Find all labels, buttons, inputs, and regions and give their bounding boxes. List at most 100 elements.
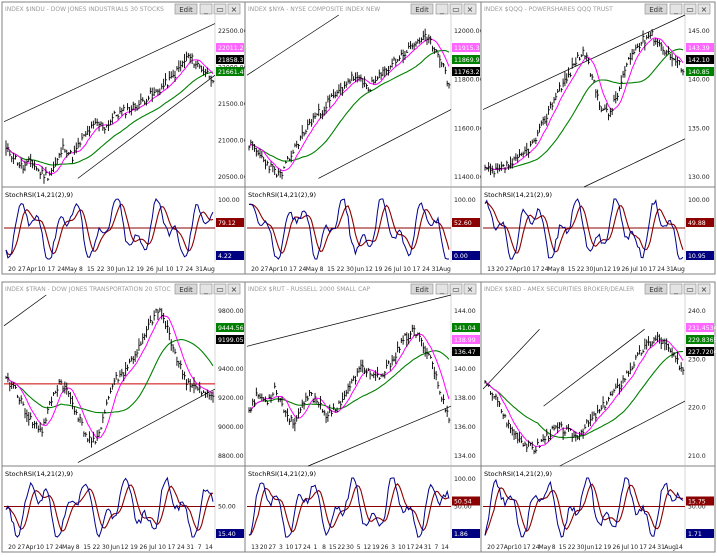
indicator-label: StochRSI(14,21(2),9) <box>248 191 316 199</box>
panel-frame <box>244 1 482 275</box>
minimize-button[interactable]: _ <box>669 3 683 15</box>
edit-button[interactable]: Edit <box>410 3 434 15</box>
price-value-badge: 231.4534 <box>686 323 717 332</box>
close-button[interactable]: × <box>227 283 241 295</box>
close-button[interactable]: × <box>227 3 241 15</box>
x-axis-tick-label: 10 <box>514 544 522 551</box>
badge-text: 229.8365 <box>688 337 717 344</box>
stoch-k-line <box>484 198 684 260</box>
x-axis-tick-label: 31 <box>195 266 203 273</box>
x-axis-tick-label: 14 <box>441 544 449 551</box>
restore-button[interactable]: ▭ <box>683 3 697 15</box>
x-axis-tick-label: Jul <box>621 544 630 551</box>
restore-button[interactable]: ▭ <box>449 283 463 295</box>
badge-bg <box>686 347 714 356</box>
close-button-bg <box>697 283 711 295</box>
close-button[interactable]: × <box>463 283 477 295</box>
indicator-label: StochRSI(14,21(2),9) <box>484 470 552 478</box>
indicator-axis-tick-label: 50.00 <box>218 504 236 511</box>
x-axis-tick-label: Apr <box>504 544 515 551</box>
edit-button[interactable]: Edit <box>174 283 198 295</box>
edit-button[interactable]: Edit <box>644 283 668 295</box>
x-axis-tick-label: 26 <box>613 544 621 551</box>
panel-frame <box>480 1 716 275</box>
trendlines <box>482 14 686 188</box>
badge-bg <box>452 67 480 76</box>
x-axis-tick-label: Jun <box>354 266 365 273</box>
indicator-axis-tick-label: 100.00 <box>688 197 710 204</box>
price-axis-tick-label: 135.00 <box>688 125 710 132</box>
indicator-value-badge: 1.71 <box>686 529 714 538</box>
restore-button[interactable]: ▭ <box>213 283 227 295</box>
x-axis-tick-label: 27 <box>18 544 26 551</box>
trendline <box>482 328 540 390</box>
edit-button-bg <box>644 3 668 15</box>
badge-bg <box>452 55 480 64</box>
price-axis-tick-label: 11800.00 <box>454 77 484 84</box>
x-axis-tick-label: 24 <box>299 266 307 273</box>
badge-text: 50.54 <box>454 499 472 506</box>
panel-title: INDEX $QQQ - POWERSHARES QQQ TRUST <box>484 6 613 13</box>
restore-button-icon: ▭ <box>452 5 460 14</box>
x-axis-tick-label: 8 <box>561 266 565 273</box>
panel-title: INDEX $RUT - RUSSELL 2000 SMALL CAP <box>248 286 370 293</box>
minimize-button-bg <box>199 3 213 15</box>
x-axis-tick-label: 19 <box>604 544 612 551</box>
x-axis-tick-label: May <box>306 266 319 273</box>
edit-button[interactable]: Edit <box>174 3 198 15</box>
price-axis-tick-label: 11600.00 <box>454 125 484 132</box>
price-axis-tick-label: 12000.00 <box>454 28 484 35</box>
x-axis-tick-label: 10 <box>158 544 166 551</box>
trendlines <box>246 294 452 467</box>
panel-frame <box>244 281 482 553</box>
badge-bg <box>216 218 244 227</box>
x-axis-tick-label: 22 <box>568 544 576 551</box>
price-axis-tick-label: 144.00 <box>454 308 476 315</box>
badge-text: 0.00 <box>454 253 468 260</box>
close-button[interactable]: × <box>697 283 711 295</box>
minimize-button[interactable]: _ <box>199 3 213 15</box>
stoch-k-line <box>5 198 214 260</box>
x-axis-tick-label: 5 <box>357 544 361 551</box>
edit-button[interactable]: Edit <box>644 3 668 15</box>
x-axis-tick-label: Jun <box>110 544 121 551</box>
restore-button[interactable]: ▭ <box>683 283 697 295</box>
trendline <box>559 400 686 467</box>
x-axis-tick-label: 17 <box>523 544 531 551</box>
indicator-label: StochRSI(14,21(2),9) <box>484 191 552 199</box>
x-axis-tick-label: 30 <box>577 544 585 551</box>
price-axis-tick-label: 21500.00 <box>218 101 248 108</box>
minimize-button[interactable]: _ <box>669 283 683 295</box>
restore-button-bg <box>449 283 463 295</box>
badge-text: 21661.48 <box>218 69 248 76</box>
fast-moving-average-line <box>484 339 684 448</box>
trendline <box>3 294 47 327</box>
close-button[interactable]: × <box>697 3 711 15</box>
x-axis-tick-label: 8 <box>552 544 556 551</box>
panel-title: INDEX $TRAN - DOW JONES TRANSPORTATION 2… <box>5 286 171 293</box>
x-axis-tick-label: Jul <box>148 544 157 551</box>
minimize-button[interactable]: _ <box>435 283 449 295</box>
badge-bg <box>686 251 714 260</box>
restore-button-icon: ▭ <box>452 285 460 294</box>
price-bars <box>5 307 215 448</box>
minimize-button[interactable]: _ <box>199 283 213 295</box>
restore-button[interactable]: ▭ <box>449 3 463 15</box>
close-button[interactable]: × <box>463 3 477 15</box>
price-axis-tick-label: 9200.00 <box>218 395 244 402</box>
trendline <box>77 388 216 463</box>
restore-button[interactable]: ▭ <box>213 3 227 15</box>
badge-text: 4.22 <box>218 253 232 260</box>
badge-text: 52.60 <box>454 220 472 227</box>
x-axis-tick-label: 17 <box>294 544 302 551</box>
panel-frame <box>1 281 246 553</box>
edit-button[interactable]: Edit <box>410 283 434 295</box>
badge-text: 9444.56 <box>218 325 244 332</box>
indicator-value-badge: 49.88 <box>686 218 714 227</box>
edit-button-label: Edit <box>415 286 429 294</box>
restore-button-icon: ▭ <box>686 5 694 14</box>
minimize-button[interactable]: _ <box>435 3 449 15</box>
x-axis-tick-label: 31 <box>186 544 194 551</box>
x-axis-tick-label: 26 <box>384 266 392 273</box>
price-axis-tick-label: 9800.00 <box>218 308 244 315</box>
